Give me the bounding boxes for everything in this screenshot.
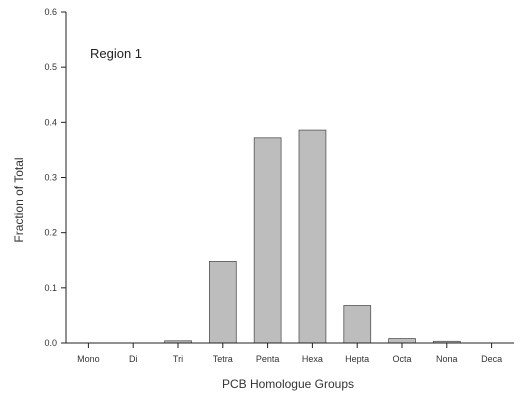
y-tick-label: 0.1 [44, 283, 57, 293]
y-tick-label: 0.6 [44, 7, 57, 17]
y-tick-label: 0.3 [44, 173, 57, 183]
x-tick-label: Tri [173, 354, 183, 364]
x-axis-title: PCB Homologue Groups [222, 377, 354, 391]
region-annotation: Region 1 [90, 46, 142, 61]
bar-penta [253, 137, 282, 344]
axes-group [65, 12, 514, 344]
y-tick-label: 0.4 [44, 117, 57, 127]
x-tick-label: Nona [436, 354, 458, 364]
x-tick-label: Penta [256, 354, 280, 364]
x-ticks-group: Mono Di Tri Tetra Penta Hexa Hepta Octa Nona Deca [77, 343, 502, 364]
y-tick-label: 0.2 [44, 228, 57, 238]
x-tick-label: Tetra [213, 354, 233, 364]
x-tick-label: Octa [392, 354, 411, 364]
bar-hexa [298, 129, 327, 344]
x-tick-label: Di [129, 354, 138, 364]
y-tick-label: 0.5 [44, 62, 57, 72]
y-tick-label: 0.0 [44, 338, 57, 348]
x-tick-label: Deca [481, 354, 502, 364]
bar-hepta [343, 305, 372, 344]
bars-group [164, 129, 461, 344]
x-tick-label: Mono [77, 354, 100, 364]
y-axis-title: Fraction of Total [12, 157, 26, 242]
bar-tetra [208, 260, 237, 344]
bar-octa [388, 338, 416, 344]
y-ticks-group: 0.0 0.1 0.2 0.3 0.4 0.5 0.6 [44, 7, 66, 348]
x-tick-label: Hexa [302, 354, 323, 364]
x-tick-label: Hepta [345, 354, 369, 364]
